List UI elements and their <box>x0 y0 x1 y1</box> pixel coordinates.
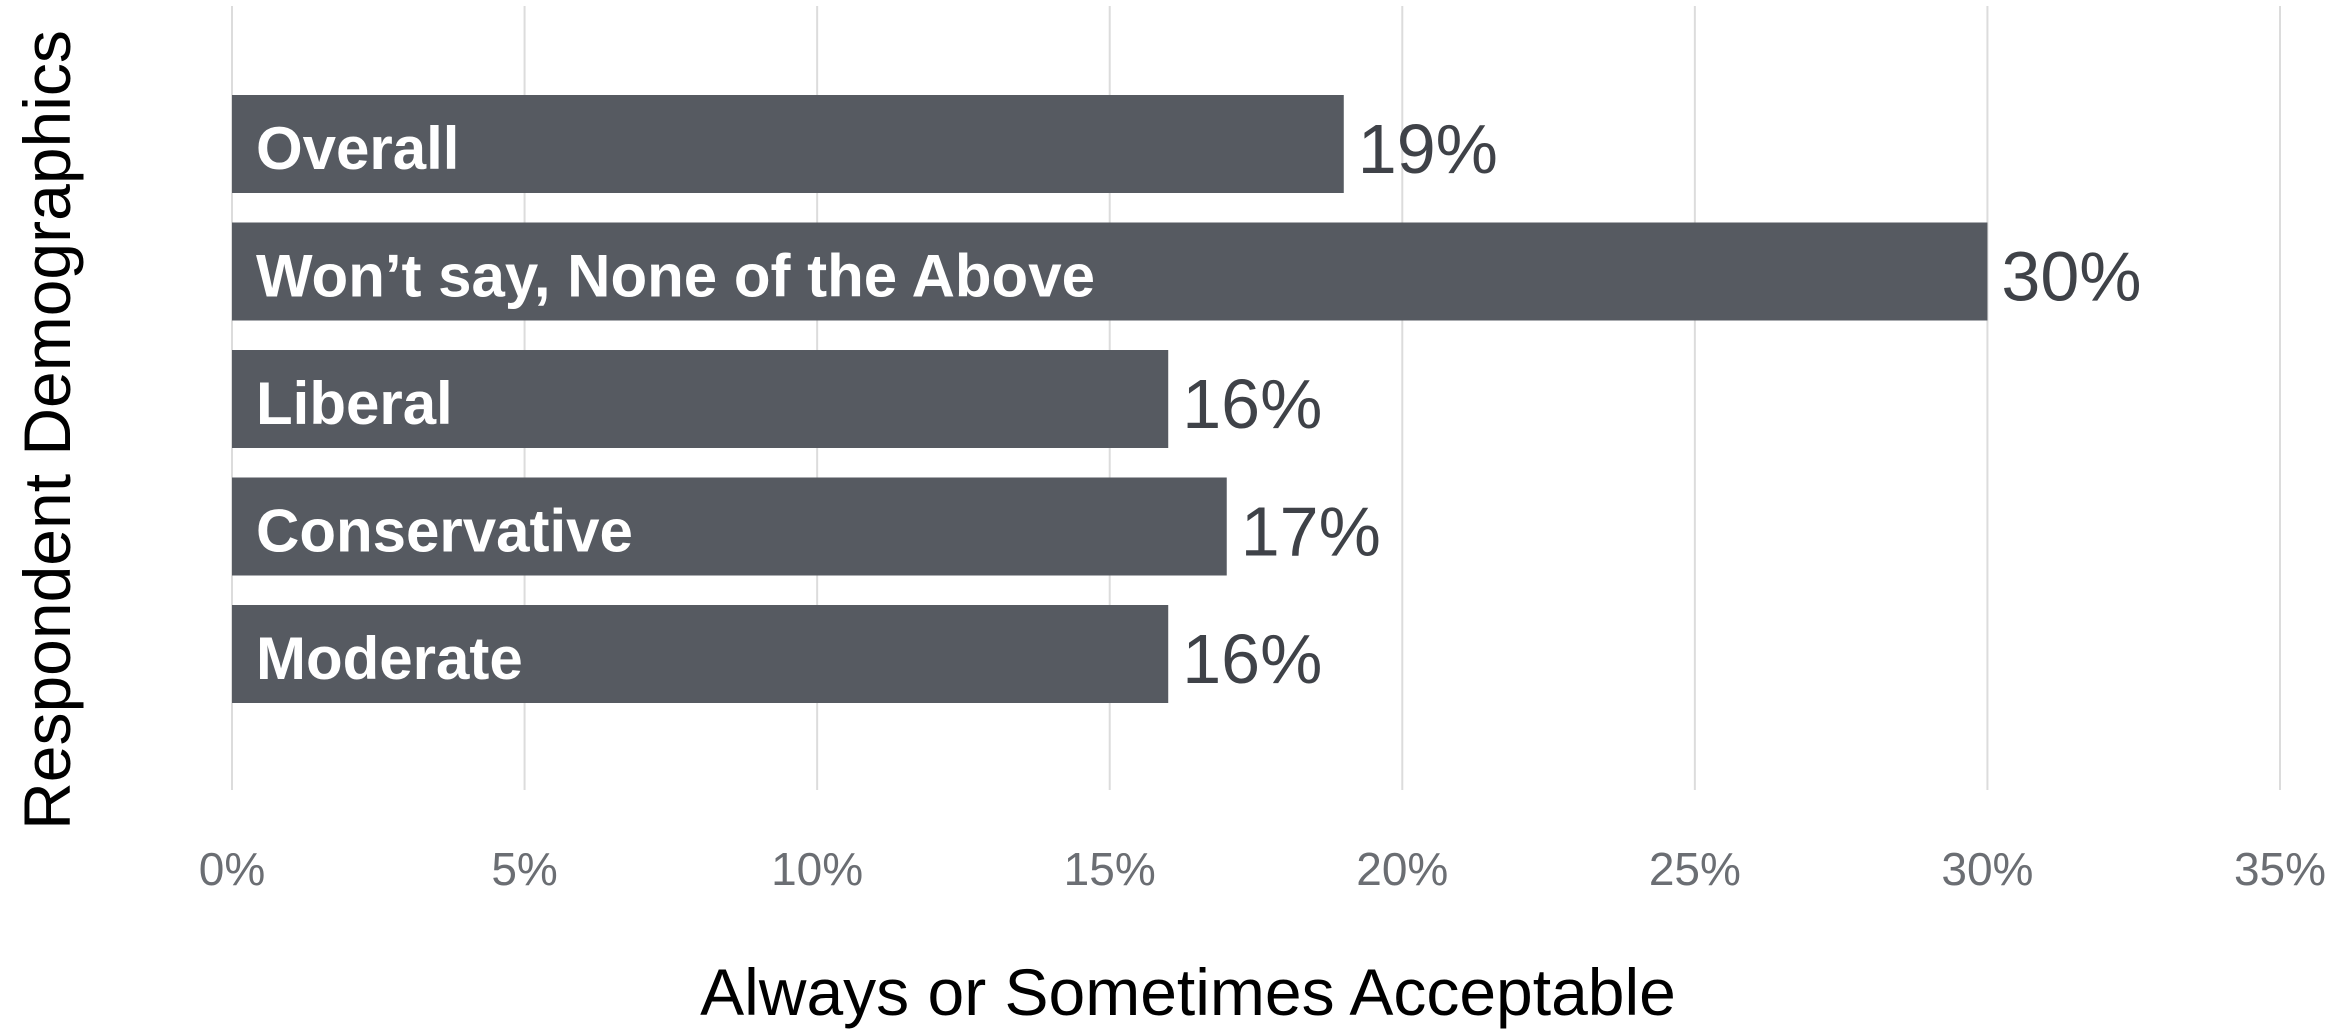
x-tick-label: 30% <box>1941 843 2033 895</box>
bar <box>232 605 1169 703</box>
x-tick-label: 20% <box>1356 843 1448 895</box>
bar <box>232 95 1344 193</box>
x-tick-labels: 0% 5% 10% 15% 20% 25% 30% 35% <box>199 843 2326 895</box>
bar <box>232 477 1227 576</box>
bar-value-label: 16% <box>1182 620 1322 698</box>
bar <box>232 222 1988 321</box>
bar-value-label: 30% <box>2001 238 2141 316</box>
bar-value-label: 17% <box>1241 493 1381 571</box>
bar-category-label: Won’t say, None of the Above <box>256 243 1095 310</box>
bar-category-label: Moderate <box>256 625 523 692</box>
x-tick-label: 35% <box>2234 843 2326 895</box>
x-tick-label: 25% <box>1649 843 1741 895</box>
bar-value-label: 19% <box>1358 110 1498 188</box>
x-tick-label: 0% <box>199 843 265 895</box>
x-tick-label: 10% <box>771 843 863 895</box>
x-axis-title: Always or Sometimes Acceptable <box>700 955 1676 1029</box>
x-tick-label: 5% <box>491 843 557 895</box>
y-axis-title: Respondent Demographics <box>10 30 84 830</box>
bar <box>232 350 1169 448</box>
bar-category-label: Conservative <box>256 498 633 565</box>
bar-category-label: Liberal <box>256 370 453 437</box>
bar-category-label: Overall <box>256 115 459 182</box>
bars: Overall 19% Won’t say, None of the Above 30… <box>232 95 2142 703</box>
x-tick-label: 15% <box>1064 843 1156 895</box>
bar-value-label: 16% <box>1182 365 1322 443</box>
